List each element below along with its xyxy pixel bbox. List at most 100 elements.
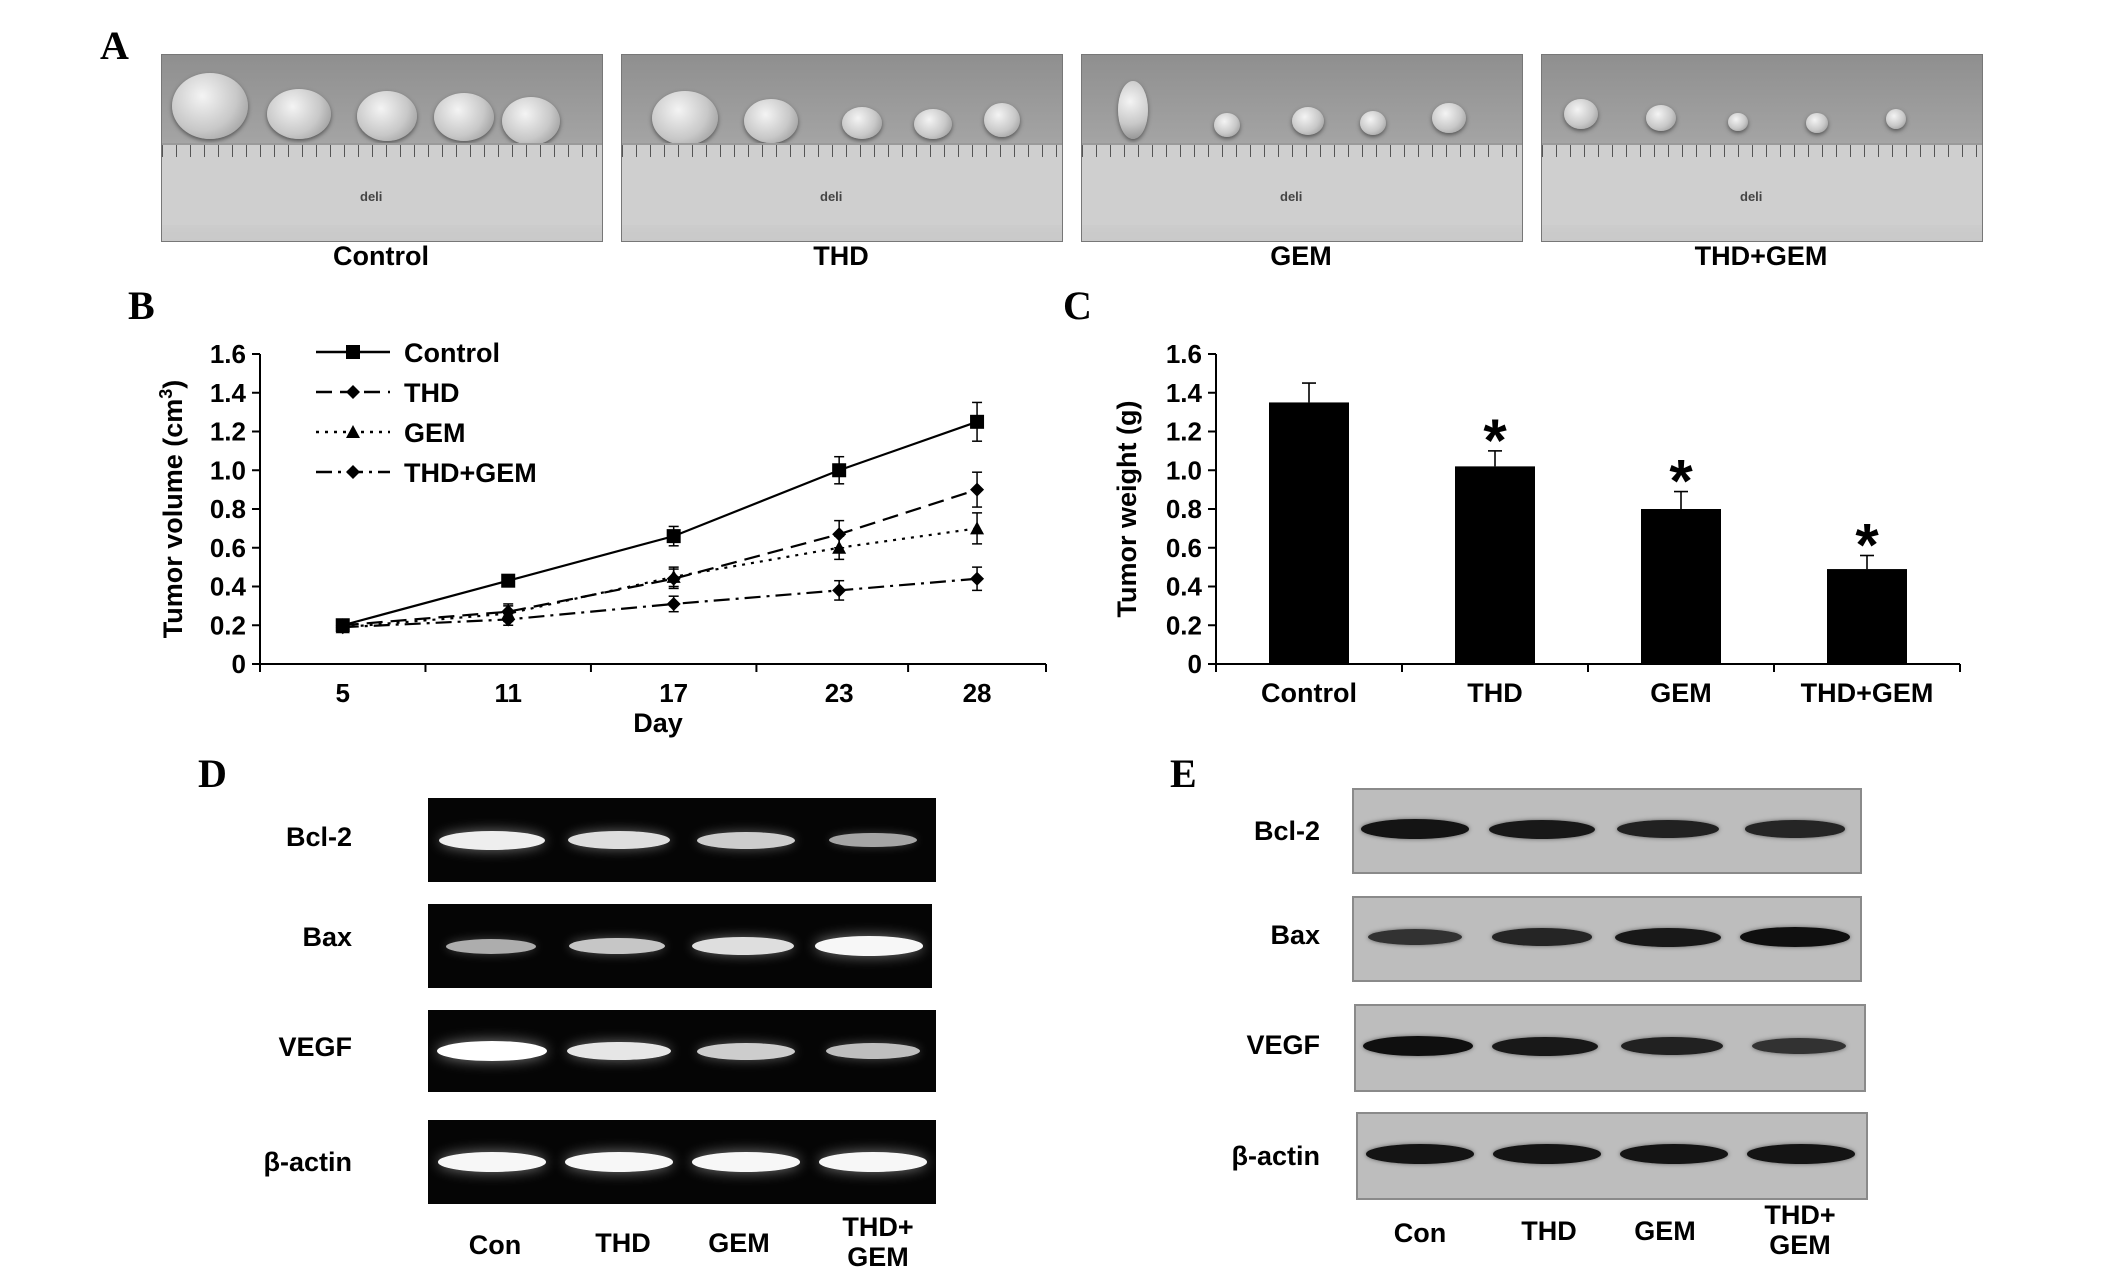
western-band (1361, 819, 1470, 839)
tumor (744, 99, 798, 143)
tumor (1564, 99, 1598, 129)
significance-marker: * (1669, 448, 1693, 515)
ruler: deli (162, 143, 602, 225)
rtpcr-band (567, 831, 670, 849)
panel-label-a: A (100, 23, 129, 68)
tumor-photo-gem: deli (1081, 54, 1523, 242)
rtpcr-lane-label-thd: THD (595, 1228, 651, 1258)
tumor (652, 91, 718, 145)
panel-label-d: D (198, 751, 227, 796)
x-tick-label: 23 (825, 678, 854, 708)
western-band (1368, 929, 1463, 945)
rtpcr-band (564, 1152, 673, 1172)
bar-gem (1641, 509, 1721, 664)
data-point (501, 573, 516, 588)
tumor (1728, 113, 1748, 131)
tumor (172, 73, 248, 139)
tumor (502, 97, 560, 145)
tumor-photo-thd: deli (621, 54, 1063, 242)
series-line-thd (342, 488, 978, 627)
bar-thd-gem (1827, 569, 1907, 664)
tumor (1886, 109, 1906, 129)
y-tick-label: 0.6 (1166, 533, 1202, 563)
data-point (335, 620, 350, 635)
y-tick-label: 0.4 (210, 572, 247, 602)
y-tick-label: 1.6 (210, 339, 246, 369)
x-tick-label: THD+GEM (1801, 678, 1934, 708)
tumor (842, 107, 882, 139)
rtpcr-band (566, 1041, 671, 1061)
rtpcr-band (815, 936, 923, 956)
tumor (1806, 113, 1828, 133)
rtpcr-band (696, 831, 795, 849)
legend-label: THD (404, 378, 460, 408)
photo-label-thd-gem: THD+GEM (1694, 241, 1828, 271)
series-line-gem (342, 527, 978, 629)
y-tick-label: 0.2 (210, 610, 246, 640)
ruler: deli (1542, 143, 1982, 225)
tumor (1360, 111, 1386, 135)
data-point (970, 571, 985, 586)
data-point (501, 612, 516, 627)
significance-marker: * (1855, 512, 1879, 579)
western-lane-label-thd: THD (1521, 1216, 1577, 1246)
y-tick-label: 0 (232, 649, 246, 679)
rtpcr-band (569, 937, 665, 955)
y-axis-title: Tumor weight (g) (1112, 401, 1142, 618)
x-tick-label: 11 (494, 678, 522, 708)
ruler-brand: deli (1740, 189, 1763, 204)
rtpcr-lane-label-con: Con (468, 1230, 522, 1260)
data-point (832, 583, 847, 598)
legend-marker (346, 385, 360, 399)
y-tick-label: 0.8 (1166, 494, 1202, 524)
legend-label: THD+GEM (404, 458, 537, 488)
western-band (1362, 1036, 1473, 1056)
significance-marker: * (1483, 407, 1507, 474)
y-tick-label: 1.0 (1166, 455, 1202, 485)
blot-label-bax: Bax (302, 922, 352, 952)
western-band (1491, 928, 1592, 946)
western-band (1365, 1144, 1474, 1164)
ruler-brand: deli (1280, 189, 1303, 204)
ruler: deli (1082, 143, 1522, 225)
tumor (1292, 107, 1324, 135)
tumor (914, 109, 952, 139)
western-band (1739, 927, 1850, 947)
legend-marker (346, 465, 360, 479)
photo-label-thd: THD (813, 241, 869, 271)
panel-label-b: B (128, 283, 155, 328)
y-tick-label: 1.2 (1166, 417, 1202, 447)
data-point (970, 521, 985, 535)
legend-marker (346, 345, 360, 359)
series-line-control (342, 420, 978, 627)
data-point (832, 527, 847, 542)
y-tick-label: 1.0 (210, 455, 246, 485)
x-tick-label: 17 (659, 678, 688, 708)
y-tick-label: 1.4 (1166, 378, 1203, 408)
data-point (970, 482, 985, 497)
blot-label-bcl2: Bcl-2 (285, 822, 352, 852)
x-tick-label: 28 (963, 678, 992, 708)
photo-label-gem: GEM (1270, 241, 1332, 271)
tumor (267, 89, 331, 139)
tumor (1214, 113, 1240, 137)
blot-label-bcl2: Bcl-2 (1253, 816, 1320, 846)
series-line-thd-gem (342, 577, 978, 629)
panel-label-c: C (1063, 283, 1092, 328)
rtpcr-band (696, 1042, 795, 1060)
western-band (1744, 820, 1845, 838)
western-band (1488, 819, 1595, 839)
y-tick-label: 0.4 (1166, 572, 1203, 602)
western-band (1751, 1038, 1846, 1054)
western-band (1492, 1144, 1601, 1164)
x-tick-label: GEM (1650, 678, 1712, 708)
western-band (1619, 1144, 1728, 1164)
tumor (1646, 105, 1676, 131)
western-lane-label-gem: GEM (1634, 1216, 1696, 1246)
x-tick-label: Control (1261, 678, 1357, 708)
ruler: deli (622, 143, 1062, 225)
blot-label-vegf: VEGF (1246, 1030, 1320, 1060)
data-point (970, 414, 985, 429)
y-tick-label: 1.6 (1166, 339, 1202, 369)
blot-label-vegf: VEGF (278, 1032, 352, 1062)
